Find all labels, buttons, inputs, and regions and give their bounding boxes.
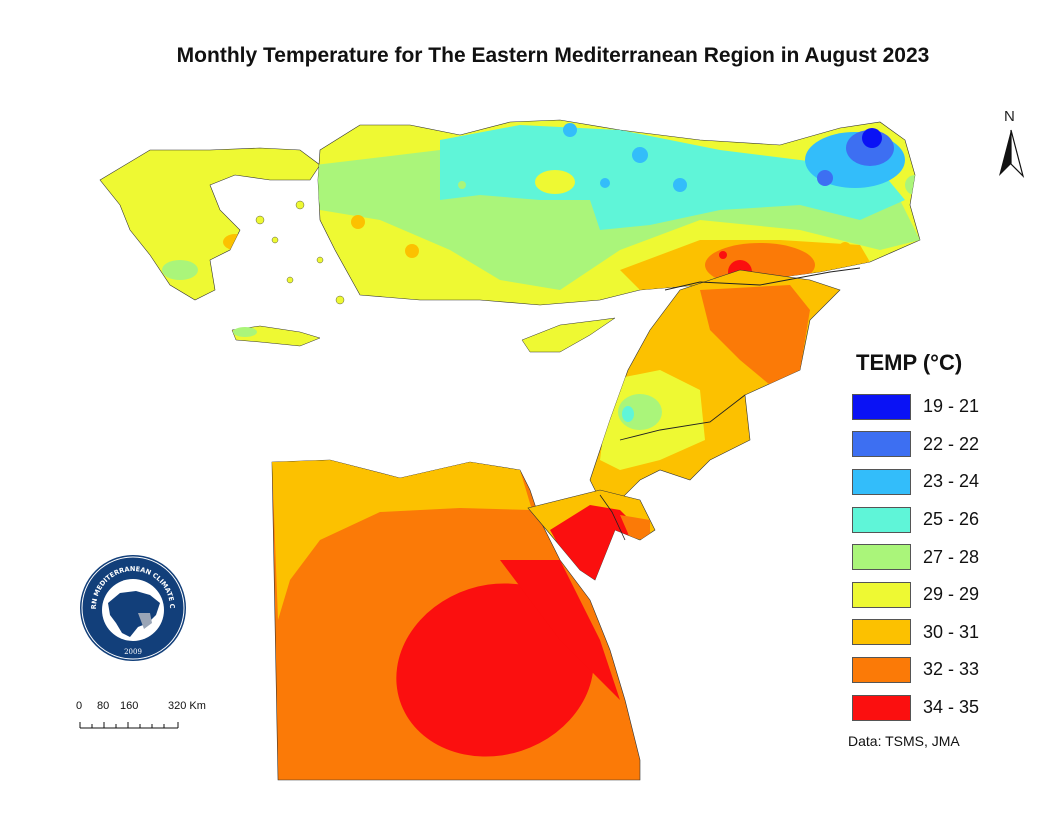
legend-label: 25 - 26 [923, 509, 980, 530]
legend-item: 25 - 26 [852, 501, 1022, 539]
legend-label: 19 - 21 [923, 396, 980, 417]
legend-item: 23 - 24 [852, 463, 1022, 501]
map-title: Monthly Temperature for The Eastern Medi… [176, 44, 930, 67]
legend-item: 34 - 35 [852, 689, 1022, 727]
legend-swatch [852, 581, 911, 608]
legend: TEMP (°C) 19 - 21 22 - 22 23 - 24 25 - 26 27… [852, 350, 1022, 726]
sinai-region [527, 489, 656, 581]
logo-year: 2009 [124, 648, 142, 656]
legend-swatch [852, 393, 911, 420]
legend-swatch [852, 431, 911, 458]
scale-tick-label: 0 [76, 700, 83, 712]
legend-swatch [852, 506, 911, 533]
scale-bar-graphic [79, 722, 179, 729]
cyprus-region [521, 317, 616, 353]
levant-region [589, 267, 861, 501]
north-arrow: N [994, 108, 1028, 180]
legend-swatch [852, 694, 911, 721]
legend-swatch [852, 619, 911, 646]
north-arrow-icon [999, 129, 1025, 178]
turkey-region [317, 119, 921, 306]
data-credit: Data: TSMS, JMA [848, 733, 960, 749]
legend-label: 27 - 28 [923, 546, 980, 567]
legend-label: 23 - 24 [923, 471, 980, 492]
scale-tick-label: 160 [120, 700, 139, 712]
scale-bar: 0 80 160 320 Km [74, 700, 224, 736]
emcc-logo: EASTERN MEDITERRANEAN CLIMATE CENTRE 200… [78, 553, 186, 661]
legend-label: 30 - 31 [923, 621, 980, 642]
legend-item: 19 - 21 [852, 388, 1022, 426]
legend-title: TEMP (°C) [856, 350, 963, 375]
egypt-region [271, 459, 641, 781]
legend-swatch [852, 468, 911, 495]
legend-label: 22 - 22 [923, 433, 980, 454]
legend-swatch [852, 656, 911, 683]
legend-item: 32 - 33 [852, 651, 1022, 689]
legend-item: 27 - 28 [852, 538, 1022, 576]
legend-label: 34 - 35 [923, 697, 980, 718]
legend-item: 29 - 29 [852, 576, 1022, 614]
scale-tick-label: 80 [97, 700, 110, 712]
legend-label: 29 - 29 [923, 584, 980, 605]
legend-swatch [852, 544, 911, 571]
legend-item: 30 - 31 [852, 614, 1022, 652]
legend-label: 32 - 33 [923, 659, 980, 680]
legend-item: 22 - 22 [852, 426, 1022, 464]
scale-tick-label: 320 Km [168, 700, 206, 712]
north-label: N [1004, 108, 1015, 125]
